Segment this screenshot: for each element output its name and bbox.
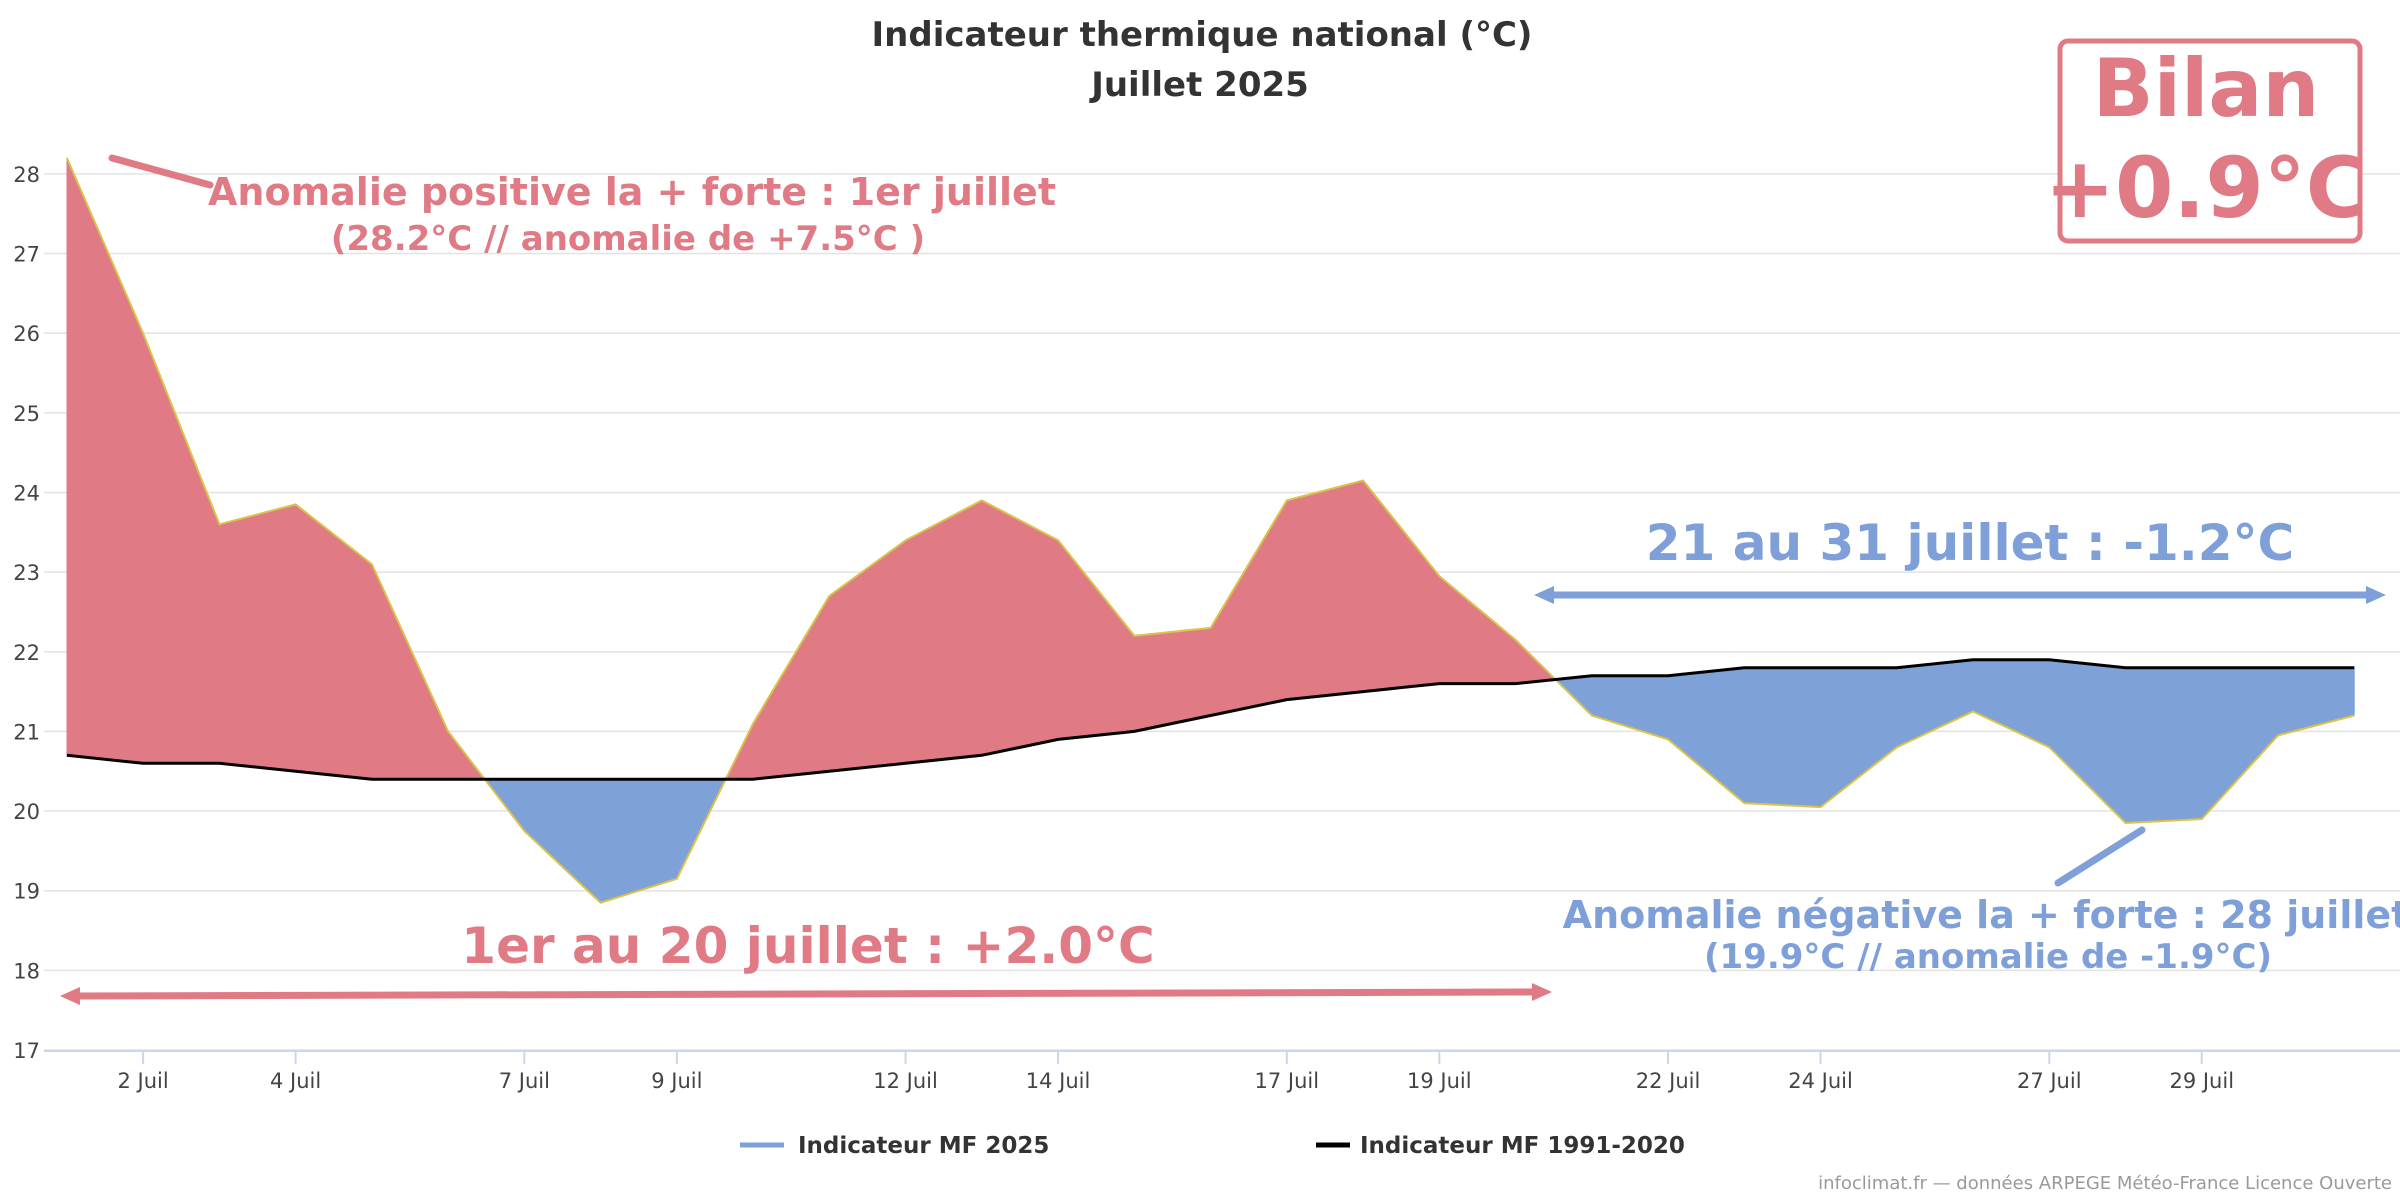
legend-label-normal: Indicateur MF 1991-2020 [1360, 1133, 1685, 1159]
x-tick-label: 7 Juil [499, 1069, 550, 1093]
positive-anomaly-area [1057, 539, 1135, 740]
x-tick-label: 19 Juil [1407, 1069, 1472, 1093]
y-tick-label: 21 [13, 720, 40, 744]
y-tick-label: 27 [13, 243, 40, 267]
negative-anomaly-area [2048, 659, 2126, 824]
x-tick-label: 22 Juil [1636, 1069, 1701, 1093]
x-tick-label: 27 Juil [2017, 1069, 2082, 1093]
negative-anomaly-area [1591, 675, 1669, 740]
annotation-period2: 21 au 31 juillet : -1.2°C [1646, 514, 2295, 572]
y-tick-label: 26 [13, 322, 40, 346]
x-tick-label: 17 Juil [1255, 1069, 1320, 1093]
x-tick-label: 4 Juil [270, 1069, 321, 1093]
positive-anomaly-area [142, 333, 220, 764]
legend-item-normal[interactable]: Indicateur MF 1991-2020 [1316, 1133, 1685, 1159]
positive-anomaly-area [828, 539, 906, 772]
y-tick-label: 28 [13, 163, 40, 187]
series-2025-line [65, 157, 2355, 904]
negative-anomaly-area [1820, 667, 1898, 808]
positive-anomaly-area [66, 157, 144, 764]
x-tick-label: 9 Juil [651, 1069, 702, 1093]
legend: Indicateur MF 2025 Indicateur MF 1991-20… [740, 1133, 1685, 1159]
y-tick-label: 19 [13, 880, 40, 904]
y-tick-label: 25 [13, 402, 40, 426]
x-tick-label: 12 Juil [873, 1069, 938, 1093]
annotation-negative-max-line1: Anomalie négative la + forte : 28 juille… [1563, 893, 2400, 937]
positive-anomaly-area [1286, 479, 1364, 701]
positive-anomaly-area [905, 499, 983, 764]
negative-anomaly-area [1743, 667, 1821, 808]
negative-anomaly-area [600, 778, 678, 904]
x-tick-label: 14 Juil [1026, 1069, 1091, 1093]
y-tick-label: 23 [13, 561, 40, 585]
legend-label-2025: Indicateur MF 2025 [798, 1133, 1049, 1159]
positive-anomaly-area [218, 503, 297, 772]
y-tick-label: 20 [13, 800, 40, 824]
positive-anomaly-area [752, 594, 830, 780]
positive-anomaly-area [371, 564, 449, 780]
bilan-value: +0.9°C [2045, 139, 2368, 237]
annotation-period1: 1er au 20 juillet : +2.0°C [461, 917, 1154, 975]
data-credit: infoclimat.fr — données ARPEGE Météo-Fra… [1818, 1173, 2392, 1194]
x-tick-label: 29 Juil [2169, 1069, 2234, 1093]
annotation-positive-max-line1: Anomalie positive la + forte : 1er juill… [208, 170, 1056, 214]
chart-subtitle: Juillet 2025 [1089, 65, 1309, 105]
legend-item-2025[interactable]: Indicateur MF 2025 [740, 1133, 1049, 1159]
negative-anomaly-area [1667, 667, 1745, 804]
y-tick-label: 17 [13, 1039, 40, 1063]
negative-max-pointer [2054, 826, 2146, 887]
negative-anomaly-area [2201, 667, 2279, 821]
negative-anomaly-area [1896, 659, 1974, 748]
negative-anomaly-area [2125, 667, 2203, 824]
y-tick-label: 22 [13, 641, 40, 665]
bilan-label: Bilan [2093, 42, 2320, 135]
series-normal-line [66, 658, 2355, 781]
x-tick-label: 2 Juil [118, 1069, 169, 1093]
positive-anomaly-area [1133, 627, 1211, 732]
positive-anomaly-area [981, 499, 1059, 756]
period2-arrow [1534, 586, 2386, 604]
y-tick-label: 24 [13, 481, 40, 505]
positive-anomaly-area [295, 503, 373, 780]
period1-arrow [60, 983, 1552, 1005]
annotation-negative-max-line2: (19.9°C // anomalie de -1.9°C) [1704, 937, 2272, 977]
positive-anomaly-area [1362, 479, 1440, 693]
positive-max-pointer [108, 154, 214, 189]
negative-anomaly-area [1972, 659, 2050, 748]
chart-title: Indicateur thermique national (°C) [872, 15, 1533, 55]
bilan-box: Bilan +0.9°C [2045, 38, 2368, 244]
x-tick-label: 24 Juil [1788, 1069, 1853, 1093]
y-tick-label: 18 [13, 959, 40, 983]
annotation-positive-max-line2: (28.2°C // anomalie de +7.5°C ) [331, 219, 925, 259]
